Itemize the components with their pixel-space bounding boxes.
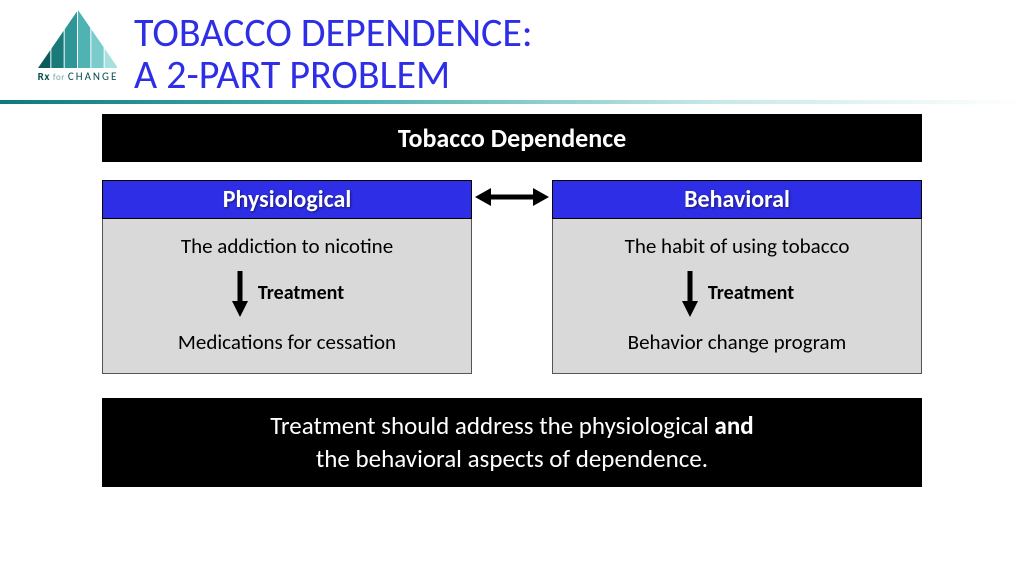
physiological-top-text: The addiction to nicotine bbox=[113, 233, 461, 259]
col-header-physiological: Physiological bbox=[102, 180, 472, 219]
footer-post: the behavioral aspects of dependence. bbox=[316, 443, 708, 474]
bidirectional-arrow-icon bbox=[475, 182, 549, 212]
title-line-1: TOBACCO DEPENDENCE: bbox=[134, 12, 533, 54]
col-body-physiological: The addiction to nicotine Treatment Medi… bbox=[102, 219, 472, 374]
columns-wrapper: Physiological The addiction to nicotine … bbox=[102, 180, 922, 374]
behavioral-treatment-row: Treatment bbox=[563, 269, 911, 317]
content-area: Tobacco Dependence Physiological The add… bbox=[102, 114, 922, 487]
footer-banner: Treatment should address the physiologic… bbox=[102, 398, 922, 487]
logo-text: Rx for CHANGE bbox=[28, 70, 128, 83]
header-divider bbox=[0, 100, 1024, 104]
behavioral-top-text: The habit of using tobacco bbox=[563, 233, 911, 259]
physiological-treatment-label: Treatment bbox=[258, 281, 344, 305]
col-body-behavioral: The habit of using tobacco Treatment Beh… bbox=[552, 219, 922, 374]
physiological-bottom-text: Medications for cessation bbox=[113, 329, 461, 355]
footer-and: and bbox=[715, 410, 754, 441]
column-behavioral: Behavioral The habit of using tobacco Tr… bbox=[552, 180, 922, 374]
down-arrow-icon bbox=[230, 269, 250, 317]
header-row: Rx for CHANGE TOBACCO DEPENDENCE: A 2-PA… bbox=[0, 0, 1024, 96]
behavioral-treatment-label: Treatment bbox=[708, 281, 794, 305]
top-banner: Tobacco Dependence bbox=[102, 114, 922, 162]
title-line-2: A 2-PART PROBLEM bbox=[134, 54, 533, 96]
logo-for: for bbox=[53, 72, 65, 83]
logo: Rx for CHANGE bbox=[28, 8, 128, 83]
logo-change: CHANGE bbox=[68, 70, 119, 83]
logo-rx: Rx bbox=[38, 70, 50, 83]
column-physiological: Physiological The addiction to nicotine … bbox=[102, 180, 472, 374]
col-header-behavioral: Behavioral bbox=[552, 180, 922, 219]
page-title: TOBACCO DEPENDENCE: A 2-PART PROBLEM bbox=[134, 8, 533, 96]
footer-pre: Treatment should address the physiologic… bbox=[270, 410, 714, 441]
behavioral-bottom-text: Behavior change program bbox=[563, 329, 911, 355]
logo-triangle-icon bbox=[38, 10, 118, 68]
down-arrow-icon bbox=[680, 269, 700, 317]
physiological-treatment-row: Treatment bbox=[113, 269, 461, 317]
